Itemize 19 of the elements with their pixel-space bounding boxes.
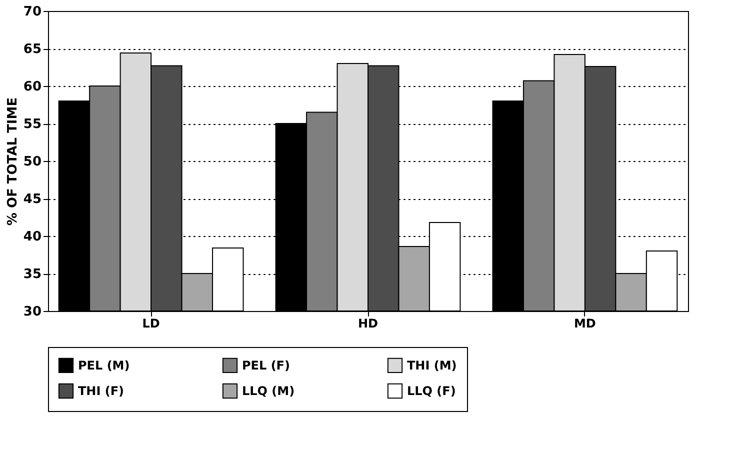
y-tick-label: 50	[23, 154, 42, 170]
y-tick-label: 55	[23, 117, 42, 132]
x-tick-label: HD	[358, 316, 378, 330]
y-tick-label: 70	[23, 4, 42, 20]
y-tick-label: 30	[23, 304, 42, 320]
y-tick-label: 35	[23, 267, 42, 282]
legend-label: THI (F)	[78, 384, 124, 398]
legend-label: PEL (F)	[242, 358, 290, 372]
y-tick-label: 60	[23, 80, 42, 94]
y-tick-label: 65	[23, 42, 42, 57]
legend-label: THI (M)	[407, 358, 457, 372]
x-tick-label: MD	[574, 316, 596, 330]
y-axis-title: % OF TOTAL TIME	[5, 97, 20, 226]
legend-label: PEL (M)	[78, 358, 130, 372]
y-tick-label: 45	[23, 192, 42, 207]
legend-label: LLQ (F)	[407, 384, 456, 398]
legend-label: LLQ (M)	[242, 384, 295, 398]
y-tick-label: 40	[23, 230, 42, 244]
x-tick-label: LD	[142, 316, 160, 330]
